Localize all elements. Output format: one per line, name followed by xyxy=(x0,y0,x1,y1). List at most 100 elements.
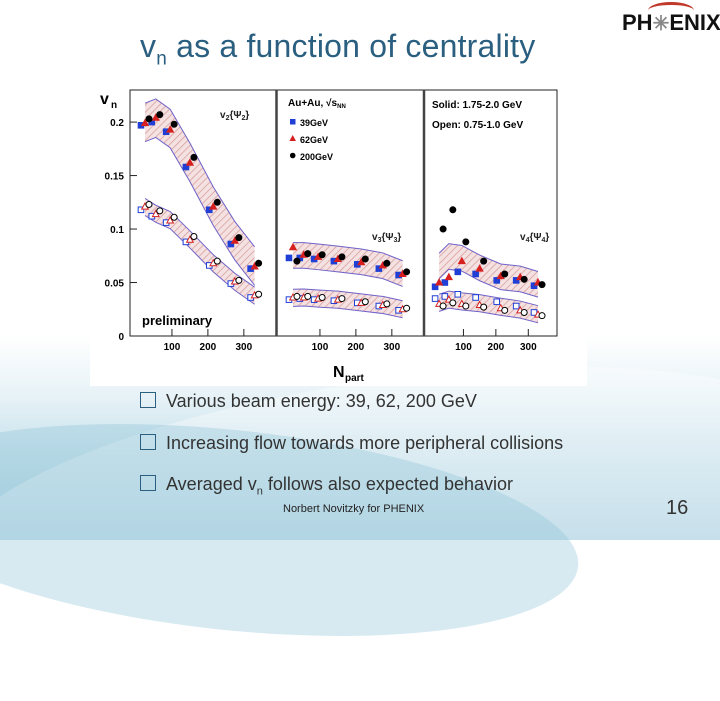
legend-label: 200GeV xyxy=(300,152,333,162)
band-edge-upper xyxy=(292,242,403,262)
data-point-200GeV-open xyxy=(462,302,470,310)
legend-label: 39GeV xyxy=(300,118,328,128)
systematic-band-open xyxy=(439,291,538,323)
legend-header: Au+Au, √sNN xyxy=(288,98,346,110)
y-tick-label: 0.2 xyxy=(110,118,124,129)
data-point-200GeV-solid xyxy=(190,153,198,161)
systematic-band-open xyxy=(145,198,255,305)
data-point-200GeV-open xyxy=(293,292,301,300)
legend-label: 62GeV xyxy=(300,135,328,145)
phenix-logo: PH✳ENIX xyxy=(622,10,720,35)
legend-marker-square xyxy=(290,119,296,125)
slide-title: vn as a function of centrality xyxy=(140,28,536,70)
band-edge-upper xyxy=(144,197,255,288)
data-point-200GeV-open xyxy=(304,292,312,300)
legend-marker-triangle xyxy=(289,135,296,141)
data-point-200GeV-open xyxy=(156,207,164,215)
data-point-62GeV-solid xyxy=(209,202,218,210)
data-point-200GeV-open xyxy=(501,306,509,314)
band-edge-upper xyxy=(144,98,256,248)
data-point-200GeV-open xyxy=(520,308,528,316)
data-point-200GeV-solid xyxy=(293,257,301,265)
footer-author: Norbert Novitzky for PHENIX xyxy=(283,503,425,515)
data-point-62GeV-open xyxy=(185,235,195,243)
page-number: 16 xyxy=(666,497,689,519)
vn-chart: 0 0.05 0.1 0.15 0.2v n 100 200 300 v2{Ψ2} 100 200 30… xyxy=(100,89,558,384)
panel-label: v2{Ψ2} xyxy=(220,110,249,122)
data-point-200GeV-open xyxy=(235,276,243,284)
bullet-increasing-flow: Increasing flow towards more peripheral … xyxy=(140,433,563,454)
plot-frame xyxy=(129,89,558,337)
x-tick-label: 200 xyxy=(348,342,365,353)
data-point-62GeV-open xyxy=(166,215,175,224)
bullet-averaged-vn: Averaged vn follows also expected behavi… xyxy=(140,474,513,498)
band-edge-lower xyxy=(292,305,403,319)
systematic-band-solid xyxy=(439,243,538,298)
logo-star-icon: ✳ xyxy=(652,13,670,35)
band-edge-lower xyxy=(144,136,256,286)
data-point-200GeV-open xyxy=(383,300,391,308)
data-point-200GeV-solid xyxy=(338,253,346,261)
x-tick-label: 300 xyxy=(520,342,537,353)
data-point-200GeV-open xyxy=(213,257,221,265)
panel-label: v3{Ψ3} xyxy=(372,232,401,244)
data-point-62GeV-solid xyxy=(475,264,484,272)
data-point-200GeV-solid xyxy=(304,250,312,258)
band-edge-upper xyxy=(438,290,539,307)
data-point-200GeV-open xyxy=(255,290,263,298)
data-point-200GeV-solid xyxy=(439,225,447,233)
data-point-200GeV-solid xyxy=(170,120,178,128)
data-point-39GeV-solid xyxy=(512,277,520,284)
x-tick-label: 300 xyxy=(235,342,252,353)
data-point-62GeV-solid xyxy=(151,113,160,121)
data-point-200GeV-solid xyxy=(501,270,509,278)
data-point-62GeV-solid xyxy=(357,257,366,266)
data-point-200GeV-open xyxy=(538,312,546,320)
x-tick-label: 100 xyxy=(164,342,181,353)
x-tick-label: 200 xyxy=(488,342,505,353)
band-edge-upper xyxy=(438,243,539,272)
x-axis-label-sub: part xyxy=(345,373,365,384)
data-point-62GeV-open xyxy=(151,209,160,218)
data-point-62GeV-solid xyxy=(230,236,239,244)
vn-centrality-figure: 0 0.05 0.1 0.15 0.2 v n 100 200 300 v2{Ψ2} 100 200 30… xyxy=(90,68,587,386)
data-point-39GeV-solid xyxy=(454,268,462,276)
data-point-39GeV-solid xyxy=(227,240,235,248)
x-axis-label: N xyxy=(333,364,345,381)
bullet-box-icon xyxy=(140,434,156,450)
data-point-200GeV-solid xyxy=(235,234,243,242)
data-point-200GeV-solid xyxy=(156,111,164,119)
data-point-39GeV-solid xyxy=(182,163,190,171)
data-point-200GeV-open xyxy=(318,293,326,301)
bullet-beam-energy: Various beam energy: 39, 62, 200 GeV xyxy=(140,391,477,412)
y-tick-label: 0.15 xyxy=(105,172,125,183)
band-edge-lower xyxy=(144,215,255,305)
data-point-200GeV-open xyxy=(439,302,447,310)
data-point-39GeV-solid xyxy=(441,279,449,286)
data-point-39GeV-open xyxy=(472,294,479,301)
data-point-200GeV-open xyxy=(361,298,369,306)
data-point-200GeV-open xyxy=(403,304,411,312)
y-tick-label: 0.1 xyxy=(110,225,124,236)
data-point-200GeV-solid xyxy=(318,251,326,259)
data-point-200GeV-open xyxy=(170,213,178,221)
data-point-200GeV-solid xyxy=(255,259,263,267)
band-edge-lower xyxy=(292,267,403,287)
data-point-39GeV-open xyxy=(493,298,501,306)
bullet-box-icon xyxy=(140,392,156,408)
data-point-200GeV-open xyxy=(480,303,488,311)
data-point-39GeV-solid xyxy=(472,270,479,278)
legend-marker-circle xyxy=(289,152,296,159)
y-tick-label: 0 xyxy=(118,332,124,343)
data-point-62GeV-solid xyxy=(250,261,259,270)
data-point-200GeV-solid xyxy=(480,257,488,265)
y-tick-label: 0.05 xyxy=(105,279,125,290)
data-point-200GeV-solid xyxy=(383,259,391,267)
data-point-62GeV-solid xyxy=(457,256,466,265)
band-edge-lower xyxy=(438,307,539,324)
data-point-200GeV-solid xyxy=(538,281,546,289)
data-point-200GeV-open xyxy=(190,233,198,241)
panel-label: v4{Ψ4} xyxy=(520,232,549,244)
data-point-62GeV-solid xyxy=(185,158,195,166)
band-edge-lower xyxy=(438,268,539,298)
